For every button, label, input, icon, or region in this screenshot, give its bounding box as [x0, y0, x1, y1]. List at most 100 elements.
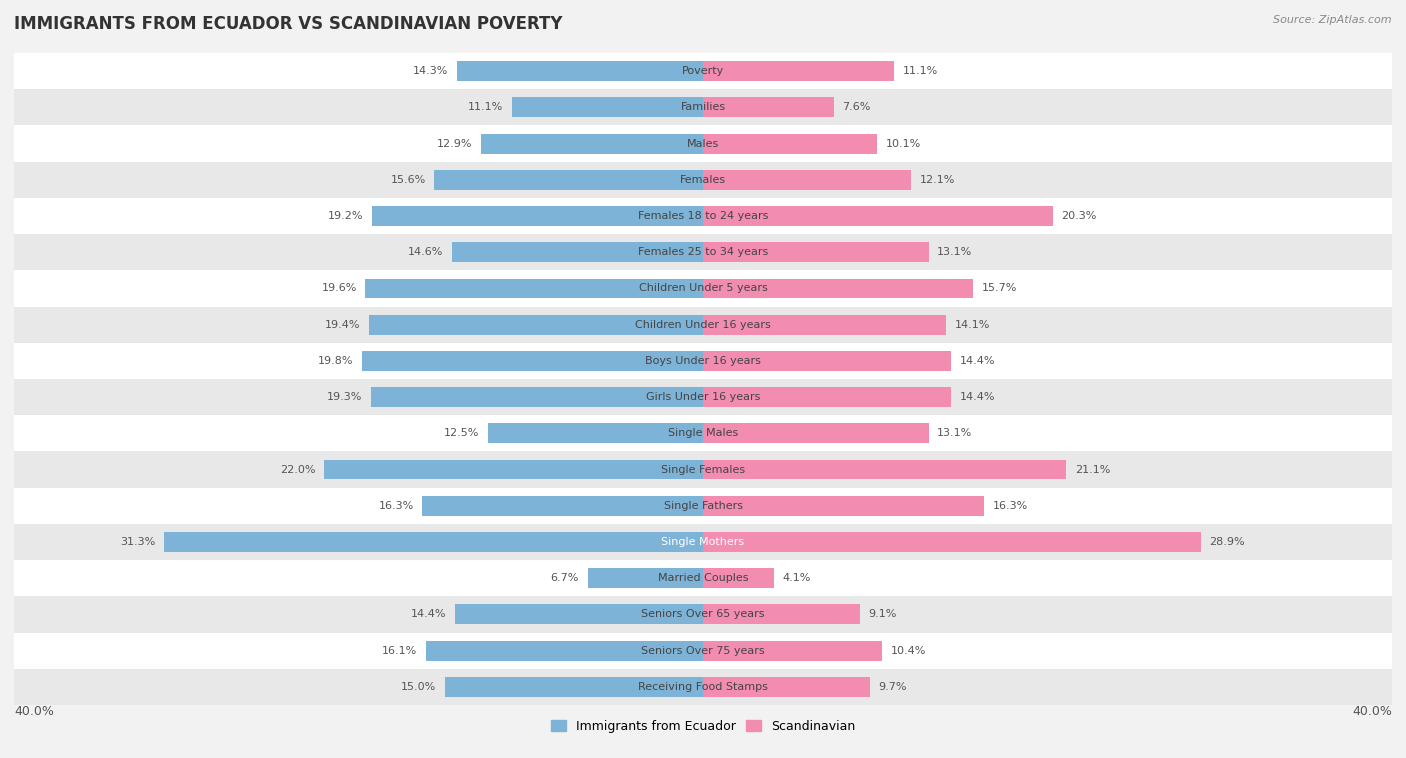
Bar	[14, 161, 1392, 198]
Bar	[422, 496, 703, 515]
Bar	[703, 496, 984, 515]
Text: 22.0%: 22.0%	[280, 465, 315, 475]
Text: 19.3%: 19.3%	[326, 392, 361, 402]
Text: Seniors Over 65 years: Seniors Over 65 years	[641, 609, 765, 619]
Text: 7.6%: 7.6%	[842, 102, 870, 112]
Bar	[703, 315, 946, 334]
Text: 19.6%: 19.6%	[322, 283, 357, 293]
Bar	[703, 424, 928, 443]
Text: 4.1%: 4.1%	[782, 573, 811, 583]
Text: Families: Families	[681, 102, 725, 112]
Text: 14.1%: 14.1%	[955, 320, 990, 330]
Bar	[14, 452, 1392, 487]
Bar	[703, 170, 911, 190]
Bar	[14, 632, 1392, 669]
Bar	[323, 459, 703, 480]
Text: 28.9%: 28.9%	[1209, 537, 1244, 547]
Text: 14.4%: 14.4%	[411, 609, 446, 619]
Text: 12.5%: 12.5%	[444, 428, 479, 438]
Bar	[703, 351, 950, 371]
Text: 19.4%: 19.4%	[325, 320, 360, 330]
Text: 12.1%: 12.1%	[920, 175, 956, 185]
Bar	[14, 415, 1392, 452]
Bar	[451, 243, 703, 262]
Bar	[14, 343, 1392, 379]
Bar	[703, 206, 1053, 226]
Text: 19.2%: 19.2%	[328, 211, 364, 221]
Bar	[14, 379, 1392, 415]
Text: 15.0%: 15.0%	[401, 682, 436, 692]
Bar	[368, 315, 703, 334]
Text: Children Under 5 years: Children Under 5 years	[638, 283, 768, 293]
Text: 6.7%: 6.7%	[551, 573, 579, 583]
Bar	[426, 641, 703, 660]
Text: 14.4%: 14.4%	[960, 392, 995, 402]
Bar	[14, 669, 1392, 705]
Text: Single Mothers: Single Mothers	[661, 537, 745, 547]
Bar	[512, 98, 703, 117]
Bar	[165, 532, 703, 552]
Bar	[366, 278, 703, 299]
Text: 16.3%: 16.3%	[378, 501, 413, 511]
Bar	[703, 387, 950, 407]
Text: Children Under 16 years: Children Under 16 years	[636, 320, 770, 330]
Text: 16.3%: 16.3%	[993, 501, 1028, 511]
Text: Females 25 to 34 years: Females 25 to 34 years	[638, 247, 768, 257]
Bar	[703, 677, 870, 697]
Bar	[588, 568, 703, 588]
Text: Married Couples: Married Couples	[658, 573, 748, 583]
Bar	[371, 387, 703, 407]
Bar	[14, 524, 1392, 560]
Text: Receiving Food Stamps: Receiving Food Stamps	[638, 682, 768, 692]
Bar	[444, 677, 703, 697]
Text: 10.1%: 10.1%	[886, 139, 921, 149]
Text: 14.4%: 14.4%	[960, 356, 995, 366]
Text: Single Females: Single Females	[661, 465, 745, 475]
Bar	[14, 89, 1392, 126]
Text: 15.7%: 15.7%	[981, 283, 1018, 293]
Bar	[703, 459, 1066, 480]
Text: 40.0%: 40.0%	[1353, 705, 1392, 718]
Text: Males: Males	[688, 139, 718, 149]
Bar	[14, 53, 1392, 89]
Bar	[361, 351, 703, 371]
Text: Single Males: Single Males	[668, 428, 738, 438]
Bar	[703, 641, 882, 660]
Text: 11.1%: 11.1%	[468, 102, 503, 112]
Text: Seniors Over 75 years: Seniors Over 75 years	[641, 646, 765, 656]
Text: 16.1%: 16.1%	[382, 646, 418, 656]
Bar	[14, 597, 1392, 632]
Text: Females 18 to 24 years: Females 18 to 24 years	[638, 211, 768, 221]
Bar	[703, 61, 894, 81]
Text: 9.7%: 9.7%	[879, 682, 907, 692]
Text: 31.3%: 31.3%	[120, 537, 155, 547]
Text: Boys Under 16 years: Boys Under 16 years	[645, 356, 761, 366]
Text: 12.9%: 12.9%	[437, 139, 472, 149]
Bar	[14, 306, 1392, 343]
Text: 9.1%: 9.1%	[869, 609, 897, 619]
Bar	[14, 234, 1392, 271]
Text: 10.4%: 10.4%	[891, 646, 927, 656]
Bar	[457, 61, 703, 81]
Text: 13.1%: 13.1%	[938, 247, 973, 257]
Text: 15.6%: 15.6%	[391, 175, 426, 185]
Bar	[703, 243, 928, 262]
Text: 13.1%: 13.1%	[938, 428, 973, 438]
Bar	[703, 604, 859, 625]
Text: 19.8%: 19.8%	[318, 356, 353, 366]
Bar	[456, 604, 703, 625]
Bar	[14, 560, 1392, 597]
Text: Girls Under 16 years: Girls Under 16 years	[645, 392, 761, 402]
Text: Females: Females	[681, 175, 725, 185]
Text: Source: ZipAtlas.com: Source: ZipAtlas.com	[1274, 15, 1392, 25]
Text: IMMIGRANTS FROM ECUADOR VS SCANDINAVIAN POVERTY: IMMIGRANTS FROM ECUADOR VS SCANDINAVIAN …	[14, 15, 562, 33]
Bar	[703, 278, 973, 299]
Bar	[14, 126, 1392, 161]
Bar	[488, 424, 703, 443]
Text: 11.1%: 11.1%	[903, 66, 938, 76]
Bar	[14, 198, 1392, 234]
Text: 14.6%: 14.6%	[408, 247, 443, 257]
Bar	[14, 487, 1392, 524]
Legend: Immigrants from Ecuador, Scandinavian: Immigrants from Ecuador, Scandinavian	[546, 715, 860, 738]
Text: Single Fathers: Single Fathers	[664, 501, 742, 511]
